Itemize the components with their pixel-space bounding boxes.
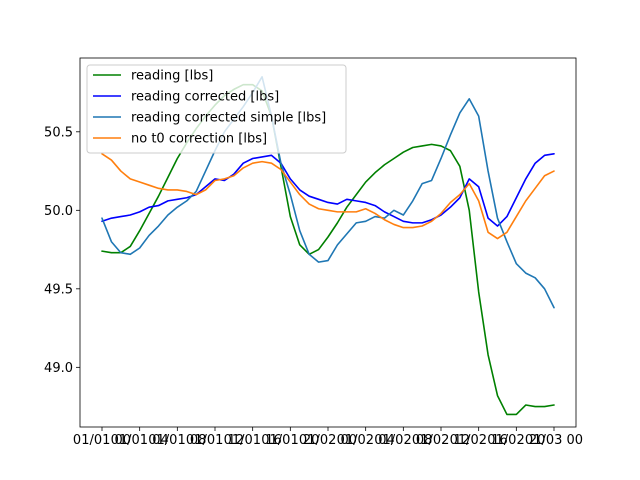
y-tick-label: 50.5 <box>44 125 73 140</box>
series-line-3 <box>101 152 555 240</box>
legend: reading [lbs] reading corrected [lbs] read… <box>86 64 347 154</box>
x-tick-label: 01/01 08 <box>148 433 206 448</box>
x-tick-label: 01/01 16 <box>224 433 282 448</box>
x-tick-label: 01/02 12 <box>412 433 470 448</box>
x-tick-label: 01/01 20 <box>261 433 319 448</box>
legend-box <box>86 64 347 154</box>
legend-label: reading corrected [lbs] <box>131 90 279 105</box>
x-tick-label: 01/02 20 <box>487 433 545 448</box>
series-line-2 <box>101 76 555 309</box>
x-tick-label: 01/02 04 <box>337 433 395 448</box>
y-tick-label: 50.0 <box>44 204 73 219</box>
series-layer <box>101 76 555 416</box>
legend-label: no t0 correction [lbs] <box>131 132 267 147</box>
y-axis: 49.0 49.5 50.0 50.5 <box>44 125 80 376</box>
x-tick-label: 01/02 00 <box>299 433 357 448</box>
legend-label: reading [lbs] <box>131 69 213 84</box>
y-tick-label: 49.0 <box>44 361 73 376</box>
x-tick-label: 01/02 16 <box>450 433 508 448</box>
x-tick-label: 01/01 00 <box>73 433 131 448</box>
x-tick-label: 01/02 08 <box>374 433 432 448</box>
x-tick-label: 01/01 04 <box>111 433 169 448</box>
x-tick-label: 01/01 12 <box>186 433 244 448</box>
x-tick-label: 01/03 00 <box>525 433 583 448</box>
series-line-1 <box>101 152 555 227</box>
series-line-0 <box>101 83 555 416</box>
legend-label: reading corrected simple [lbs] <box>131 111 326 126</box>
y-tick-label: 49.5 <box>44 282 73 297</box>
